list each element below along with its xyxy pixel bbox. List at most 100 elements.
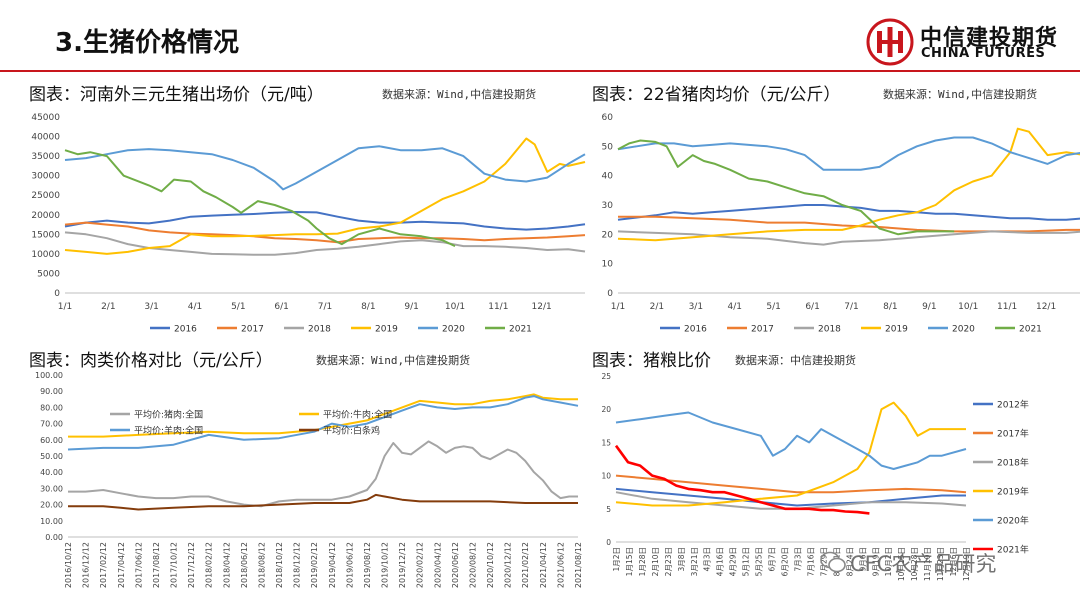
chart-title: 图表：肉类价格对比（元/公斤） xyxy=(29,351,273,371)
y-tick-label: 35000 xyxy=(31,152,60,162)
legend-label: 平均价:牛肉:全国 xyxy=(323,409,392,421)
wechat-icon xyxy=(820,551,846,573)
series-line-0 xyxy=(68,440,578,508)
x-tick-label: 5/1 xyxy=(231,302,245,312)
x-tick-label: 7月3日 xyxy=(793,547,802,572)
legend-label: 2016 xyxy=(684,325,707,335)
x-tick-label: 1月28日 xyxy=(638,547,647,576)
x-tick-label: 8月24日 xyxy=(845,547,854,576)
y-tick-label: 40.00 xyxy=(40,468,63,477)
chart-source: 数据来源：中信建投期货 xyxy=(735,354,856,367)
x-tick-label: 2月23日 xyxy=(664,547,673,576)
x-tick-label: 4/1 xyxy=(728,302,742,312)
x-tick-label: 2018/06/12 xyxy=(240,542,249,588)
y-tick-label: 0.00 xyxy=(45,533,63,542)
x-tick-label: 2017/06/12 xyxy=(134,542,143,588)
y-tick-label: 100.00 xyxy=(35,371,63,380)
x-tick-label: 2/1 xyxy=(650,302,664,312)
x-tick-label: 3/1 xyxy=(689,302,703,312)
x-tick-label: 2017/12/12 xyxy=(187,542,196,588)
x-tick-label: 2020/02/12 xyxy=(416,542,425,588)
legend-label: 2019 xyxy=(375,325,398,335)
page-title: 3.生猪价格情况 xyxy=(55,28,239,58)
x-tick-label: 2020/12/12 xyxy=(504,542,513,588)
x-tick-label: 3月8日 xyxy=(677,547,686,572)
legend-label: 2019 xyxy=(885,325,908,335)
x-tick-label: 9月19日 xyxy=(871,547,880,576)
x-tick-label: 2017/04/12 xyxy=(117,542,126,588)
series-line-5 xyxy=(64,149,456,248)
y-tick-label: 0 xyxy=(606,538,611,547)
chart-source: 数据来源：Wind,中信建投期货 xyxy=(883,88,1038,101)
x-tick-label: 1/1 xyxy=(58,302,72,312)
x-tick-label: 7月16日 xyxy=(806,547,815,576)
x-tick-label: 10/1 xyxy=(958,302,978,312)
x-tick-label: 2017/02/12 xyxy=(99,542,108,588)
x-tick-label: 11月10日 xyxy=(923,547,932,581)
series-line-1 xyxy=(64,221,586,244)
x-tick-label: 2019/10/12 xyxy=(381,542,390,588)
x-tick-label: 9月6日 xyxy=(858,547,867,572)
y-tick-label: 60 xyxy=(602,113,614,123)
y-tick-label: 10000 xyxy=(31,250,60,260)
x-tick-label: 12月6日 xyxy=(949,547,958,576)
x-tick-label: 2020/10/12 xyxy=(486,542,495,588)
x-tick-label: 2018/04/12 xyxy=(222,542,231,588)
logo-english-name: CHINA FUTURES xyxy=(921,46,1046,61)
x-tick-label: 9/1 xyxy=(404,302,418,312)
y-tick-label: 30000 xyxy=(31,172,60,182)
y-tick-label: 0 xyxy=(607,289,613,299)
series-line-3 xyxy=(617,127,1080,242)
x-tick-label: 12/1 xyxy=(1036,302,1056,312)
x-tick-label: 4/1 xyxy=(188,302,202,312)
series-line-0 xyxy=(615,487,966,507)
series-line-4 xyxy=(617,136,1080,171)
x-tick-label: 2019/06/12 xyxy=(345,542,354,588)
series-line-3 xyxy=(68,493,578,511)
legend-label: 2018 xyxy=(308,325,331,335)
x-tick-label: 2016/12/12 xyxy=(82,542,91,588)
legend-label: 2020 xyxy=(442,325,465,335)
y-tick-label: 10 xyxy=(601,472,611,481)
x-tick-label: 3/1 xyxy=(144,302,158,312)
legend-label: 2017 xyxy=(241,325,264,335)
y-tick-label: 10.00 xyxy=(40,517,63,526)
y-tick-label: 40000 xyxy=(31,133,60,143)
legend-label: 2021年 xyxy=(997,544,1029,556)
y-tick-label: 30.00 xyxy=(40,484,63,493)
x-tick-label: 2月10日 xyxy=(651,547,660,576)
series-line-3 xyxy=(615,401,966,507)
x-tick-label: 2021/08/12 xyxy=(574,542,583,588)
y-tick-label: 20 xyxy=(602,230,614,240)
legend-label: 2012年 xyxy=(997,399,1029,411)
y-tick-label: 50 xyxy=(602,142,614,152)
legend-label: 2017年 xyxy=(997,428,1029,440)
legend-label: 平均价:白条鸡 xyxy=(323,425,380,437)
x-tick-label: 2020/08/12 xyxy=(468,542,477,588)
henan-hog-price-chart: 0 5000 10000 15000 20000 25000 30000 35000 40000… xyxy=(31,113,586,335)
legend-label: 2021 xyxy=(509,325,532,335)
pork-average-price-chart: 0 10 20 30 40 50 60 1/1 2/1 3/1 4/1 5/1 6/1 7/1 8/1 9/1… xyxy=(602,113,1080,335)
x-tick-label: 9/1 xyxy=(922,302,936,312)
chart-source: 数据来源：Wind,中信建投期货 xyxy=(382,88,537,101)
x-tick-label: 12/1 xyxy=(532,302,552,312)
x-tick-label: 5/1 xyxy=(766,302,780,312)
y-tick-label: 50.00 xyxy=(40,452,63,461)
logo-chinese-name: 中信建投期货 xyxy=(920,26,1059,51)
x-tick-label: 4月3日 xyxy=(703,547,712,572)
y-tick-label: 40 xyxy=(602,172,614,182)
x-tick-label: 10/1 xyxy=(445,302,465,312)
x-tick-label: 2020/06/12 xyxy=(451,542,460,588)
y-tick-label: 0 xyxy=(54,289,60,299)
legend-label: 2020年 xyxy=(997,515,1029,527)
x-tick-label: 2018/12/12 xyxy=(293,542,302,588)
series-line-1 xyxy=(68,393,578,438)
legend-label: 2017 xyxy=(751,325,774,335)
x-tick-label: 2019/12/12 xyxy=(398,542,407,588)
y-tick-label: 20 xyxy=(601,405,611,414)
series-line-5 xyxy=(617,139,955,236)
x-tick-label: 2019/04/12 xyxy=(328,542,337,588)
x-tick-label: 7/1 xyxy=(844,302,858,312)
x-tick-label: 2021/02/12 xyxy=(521,542,530,588)
header-divider xyxy=(0,70,1080,72)
